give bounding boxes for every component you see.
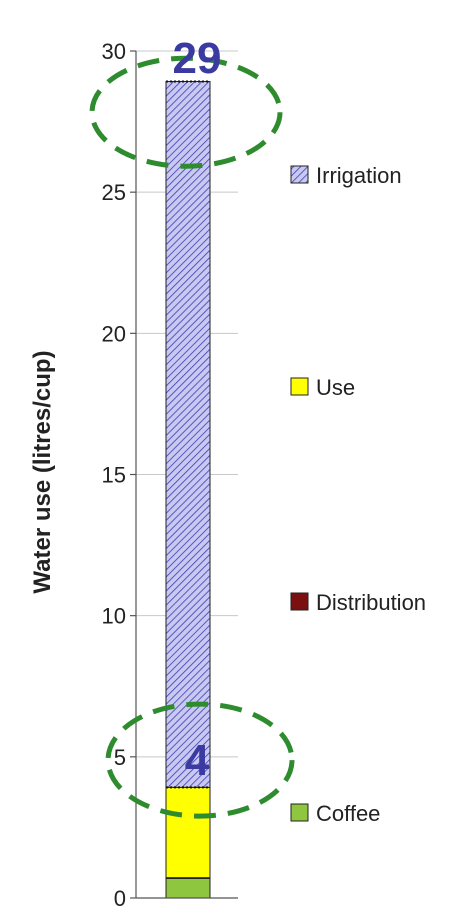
y-tick-label: 10 xyxy=(102,604,126,629)
y-tick-label: 30 xyxy=(102,39,126,64)
legend-label-coffee: Coffee xyxy=(316,801,380,826)
legend-swatch-use xyxy=(290,377,309,396)
legend-swatch-irrigation xyxy=(290,165,309,184)
annotation-label: 4 xyxy=(185,736,210,785)
axes xyxy=(130,50,238,899)
y-tick-label: 5 xyxy=(114,745,126,770)
annotation-label: 29 xyxy=(173,34,222,83)
y-tick-label: 20 xyxy=(102,321,126,346)
bar-stack xyxy=(165,80,211,899)
y-tick-label: 25 xyxy=(102,180,126,205)
bar-segment-coffee xyxy=(165,877,211,899)
y-tick-label: 0 xyxy=(114,886,126,909)
y-tick-labels: 0 5 10 15 20 25 30 xyxy=(102,39,126,909)
legend-label-distribution: Distribution xyxy=(316,590,426,615)
y-axis-title: Water use (litres/cup) xyxy=(29,350,56,593)
legend-label-irrigation: Irrigation xyxy=(316,163,402,188)
annotation-ellipse xyxy=(89,55,283,169)
legend-label-use: Use xyxy=(316,375,355,400)
bar-segment-irrigation xyxy=(165,80,211,788)
annotation-ellipse xyxy=(105,701,295,819)
legend: Irrigation Use Distribution Coffee xyxy=(290,163,426,826)
y-tick-label: 15 xyxy=(102,463,126,488)
legend-swatch-distribution xyxy=(290,592,309,611)
bar-segment-use xyxy=(165,786,211,879)
legend-swatch-coffee xyxy=(290,803,309,822)
annotations: 29 4 xyxy=(89,34,295,819)
